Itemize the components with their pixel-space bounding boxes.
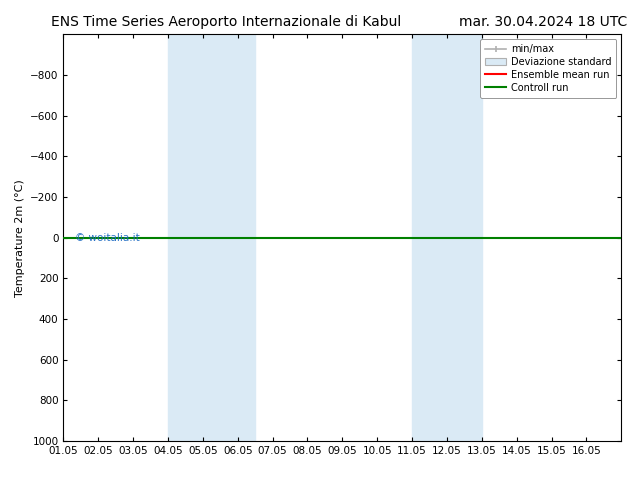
Bar (168, 34, 255, 441)
Text: ENS Time Series Aeroporto Internazionale di Kabul: ENS Time Series Aeroporto Internazionale… (51, 15, 401, 29)
Y-axis label: Temperature 2m (°C): Temperature 2m (°C) (15, 179, 25, 296)
Text: mar. 30.04.2024 18 UTC: mar. 30.04.2024 18 UTC (460, 15, 628, 29)
Bar (412, 34, 482, 441)
Legend: min/max, Deviazione standard, Ensemble mean run, Controll run: min/max, Deviazione standard, Ensemble m… (480, 39, 616, 98)
Text: © woitalia.it: © woitalia.it (75, 233, 139, 243)
